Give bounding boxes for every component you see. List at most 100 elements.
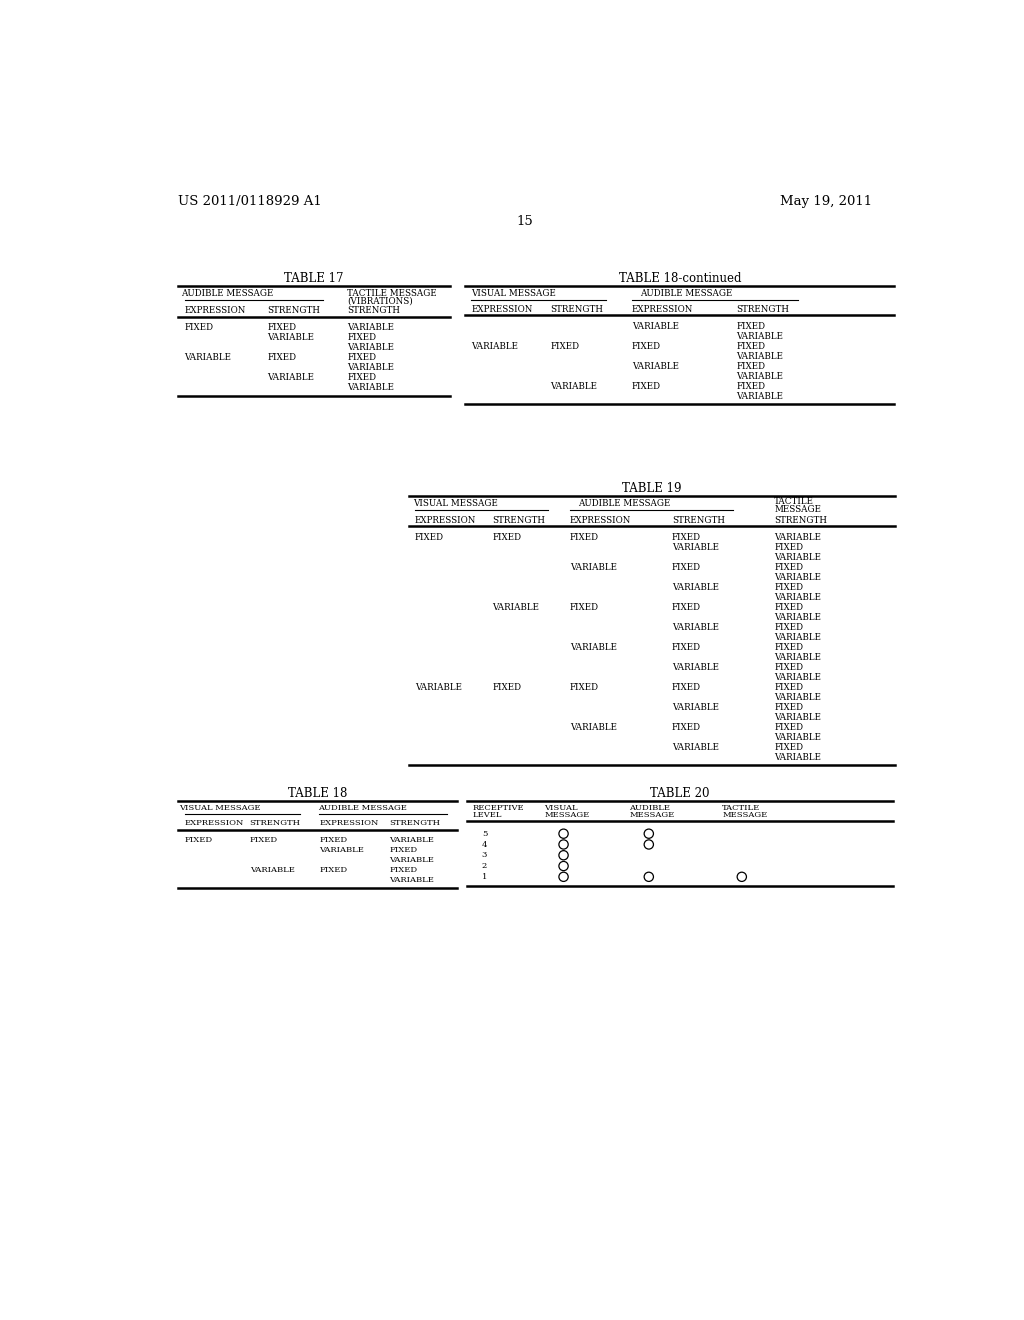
- Text: VARIABLE: VARIABLE: [493, 603, 540, 611]
- Text: FIXED: FIXED: [672, 533, 701, 541]
- Text: FIXED: FIXED: [347, 354, 377, 362]
- Text: VARIABLE: VARIABLE: [736, 351, 783, 360]
- Text: FIXED: FIXED: [267, 354, 297, 362]
- Text: EXPRESSION: EXPRESSION: [632, 305, 693, 314]
- Text: 4: 4: [481, 841, 487, 849]
- Text: FIXED: FIXED: [774, 643, 804, 652]
- Text: STRENGTH: STRENGTH: [347, 306, 400, 315]
- Text: (VIBRATIONS): (VIBRATIONS): [347, 297, 413, 306]
- Text: VARIABLE: VARIABLE: [267, 374, 314, 383]
- Text: VARIABLE: VARIABLE: [569, 562, 616, 572]
- Text: VARIABLE: VARIABLE: [389, 855, 434, 865]
- Text: VARIABLE: VARIABLE: [319, 846, 365, 854]
- Text: FIXED: FIXED: [774, 623, 804, 632]
- Text: FIXED: FIXED: [774, 543, 804, 552]
- Text: VARIABLE: VARIABLE: [774, 553, 821, 561]
- Text: FIXED: FIXED: [569, 682, 599, 692]
- Text: FIXED: FIXED: [493, 682, 521, 692]
- Text: VARIABLE: VARIABLE: [672, 623, 719, 632]
- Text: VARIABLE: VARIABLE: [632, 322, 679, 330]
- Text: VARIABLE: VARIABLE: [184, 354, 231, 362]
- Text: VARIABLE: VARIABLE: [569, 723, 616, 731]
- Text: FIXED: FIXED: [672, 643, 701, 652]
- Text: FIXED: FIXED: [774, 743, 804, 752]
- Text: EXPRESSION: EXPRESSION: [471, 305, 532, 314]
- Text: STRENGTH: STRENGTH: [267, 306, 321, 315]
- Text: VARIABLE: VARIABLE: [736, 392, 783, 401]
- Text: VARIABLE: VARIABLE: [774, 632, 821, 642]
- Text: VARIABLE: VARIABLE: [774, 573, 821, 582]
- Text: VARIABLE: VARIABLE: [672, 663, 719, 672]
- Text: VARIABLE: VARIABLE: [347, 363, 394, 372]
- Text: FIXED: FIXED: [267, 323, 297, 333]
- Text: FIXED: FIXED: [493, 533, 521, 541]
- Text: FIXED: FIXED: [569, 603, 599, 611]
- Text: MESSAGE: MESSAGE: [544, 812, 590, 820]
- Text: VARIABLE: VARIABLE: [347, 343, 394, 352]
- Text: MESSAGE: MESSAGE: [630, 812, 675, 820]
- Text: VARIABLE: VARIABLE: [250, 866, 295, 874]
- Text: TABLE 18-continued: TABLE 18-continued: [618, 272, 741, 285]
- Text: RECEPTIVE: RECEPTIVE: [473, 804, 524, 812]
- Text: VARIABLE: VARIABLE: [672, 702, 719, 711]
- Text: VARIABLE: VARIABLE: [389, 836, 434, 843]
- Text: STRENGTH: STRENGTH: [672, 516, 725, 524]
- Text: 1: 1: [482, 873, 487, 880]
- Text: VARIABLE: VARIABLE: [471, 342, 518, 351]
- Text: FIXED: FIXED: [672, 723, 701, 731]
- Text: EXPRESSION: EXPRESSION: [415, 516, 476, 524]
- Text: FIXED: FIXED: [774, 702, 804, 711]
- Text: VARIABLE: VARIABLE: [415, 682, 462, 692]
- Text: FIXED: FIXED: [774, 682, 804, 692]
- Text: TABLE 20: TABLE 20: [650, 787, 710, 800]
- Text: TACTILE MESSAGE: TACTILE MESSAGE: [347, 289, 437, 298]
- Text: VARIABLE: VARIABLE: [550, 381, 597, 391]
- Text: STRENGTH: STRENGTH: [550, 305, 603, 314]
- Text: FIXED: FIXED: [550, 342, 580, 351]
- Text: AUDIBLE MESSAGE: AUDIBLE MESSAGE: [317, 804, 407, 812]
- Text: VARIABLE: VARIABLE: [774, 713, 821, 722]
- Text: VARIABLE: VARIABLE: [736, 331, 783, 341]
- Text: VARIABLE: VARIABLE: [569, 643, 616, 652]
- Text: MESSAGE: MESSAGE: [774, 506, 821, 513]
- Text: EXPRESSION: EXPRESSION: [319, 818, 379, 828]
- Text: STRENGTH: STRENGTH: [736, 305, 790, 314]
- Text: FIXED: FIXED: [736, 342, 765, 351]
- Text: FIXED: FIXED: [415, 533, 443, 541]
- Text: AUDIBLE MESSAGE: AUDIBLE MESSAGE: [640, 289, 732, 298]
- Text: VARIABLE: VARIABLE: [347, 323, 394, 333]
- Text: LEVEL: LEVEL: [473, 812, 503, 820]
- Text: FIXED: FIXED: [250, 836, 278, 843]
- Text: STRENGTH: STRENGTH: [774, 516, 827, 524]
- Text: TABLE 18: TABLE 18: [288, 787, 347, 800]
- Text: TACTILE: TACTILE: [722, 804, 761, 812]
- Text: FIXED: FIXED: [389, 866, 418, 874]
- Text: VARIABLE: VARIABLE: [774, 653, 821, 661]
- Text: FIXED: FIXED: [347, 374, 377, 383]
- Text: MESSAGE: MESSAGE: [722, 812, 768, 820]
- Text: VARIABLE: VARIABLE: [774, 533, 821, 541]
- Text: FIXED: FIXED: [319, 836, 347, 843]
- Text: VISUAL: VISUAL: [544, 804, 578, 812]
- Text: VARIABLE: VARIABLE: [774, 693, 821, 702]
- Text: FIXED: FIXED: [774, 603, 804, 611]
- Text: FIXED: FIXED: [672, 603, 701, 611]
- Text: VARIABLE: VARIABLE: [267, 333, 314, 342]
- Text: STRENGTH: STRENGTH: [493, 516, 545, 524]
- Text: FIXED: FIXED: [736, 322, 765, 330]
- Text: VARIABLE: VARIABLE: [672, 543, 719, 552]
- Text: FIXED: FIXED: [319, 866, 347, 874]
- Text: FIXED: FIXED: [736, 381, 765, 391]
- Text: FIXED: FIXED: [774, 562, 804, 572]
- Text: FIXED: FIXED: [347, 333, 377, 342]
- Text: FIXED: FIXED: [389, 846, 418, 854]
- Text: VARIABLE: VARIABLE: [347, 383, 394, 392]
- Text: May 19, 2011: May 19, 2011: [780, 195, 872, 209]
- Text: STRENGTH: STRENGTH: [389, 818, 440, 828]
- Text: FIXED: FIXED: [774, 723, 804, 731]
- Text: AUDIBLE MESSAGE: AUDIBLE MESSAGE: [181, 289, 273, 298]
- Text: VARIABLE: VARIABLE: [774, 752, 821, 762]
- Text: VISUAL MESSAGE: VISUAL MESSAGE: [471, 289, 556, 298]
- Text: FIXED: FIXED: [736, 362, 765, 371]
- Text: AUDIBLE MESSAGE: AUDIBLE MESSAGE: [578, 499, 670, 508]
